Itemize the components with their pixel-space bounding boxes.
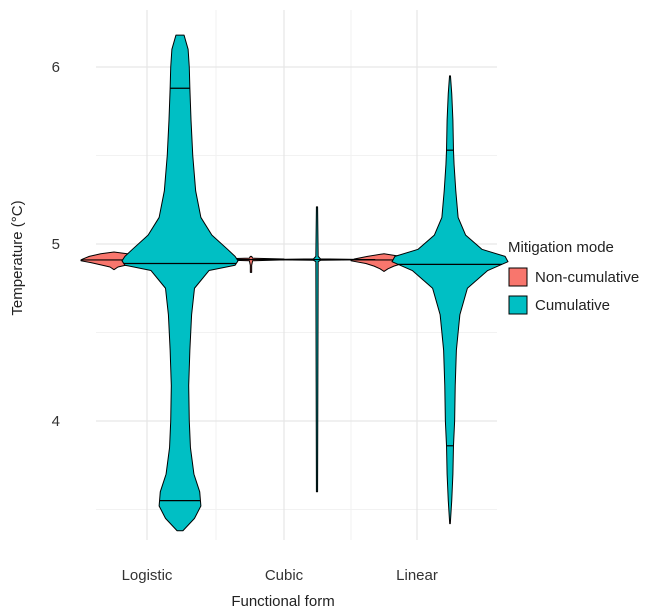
y-tick-label: 4: [52, 413, 60, 430]
violin-cumulative-logistic: [121, 34, 239, 532]
x-tick-label: Cubic: [265, 567, 304, 584]
legend: Mitigation mode Non-cumulative Cumulative: [508, 239, 639, 315]
legend-swatch: [508, 267, 528, 287]
y-axis-title: Temperature (°C): [9, 200, 26, 315]
x-tick-label: Logistic: [122, 567, 173, 584]
y-tick-label: 5: [52, 236, 60, 253]
y-tick-label: 6: [52, 59, 60, 76]
legend-label: Cumulative: [535, 297, 610, 314]
legend-label: Non-cumulative: [535, 269, 639, 286]
x-axis-title: Functional form: [231, 593, 334, 610]
legend-title: Mitigation mode: [508, 239, 614, 256]
x-tick-label: Linear: [396, 567, 438, 584]
violins: [80, 34, 509, 532]
legend-items: Non-cumulative Cumulative: [508, 267, 639, 315]
violin-cumulative-cubic: [258, 206, 376, 493]
legend-swatch: [508, 295, 528, 315]
y-tick-labels: 4 5 6: [52, 59, 60, 430]
violin-cumulative-linear: [391, 75, 509, 525]
x-tick-labels: Logistic Cubic Linear: [122, 567, 438, 584]
